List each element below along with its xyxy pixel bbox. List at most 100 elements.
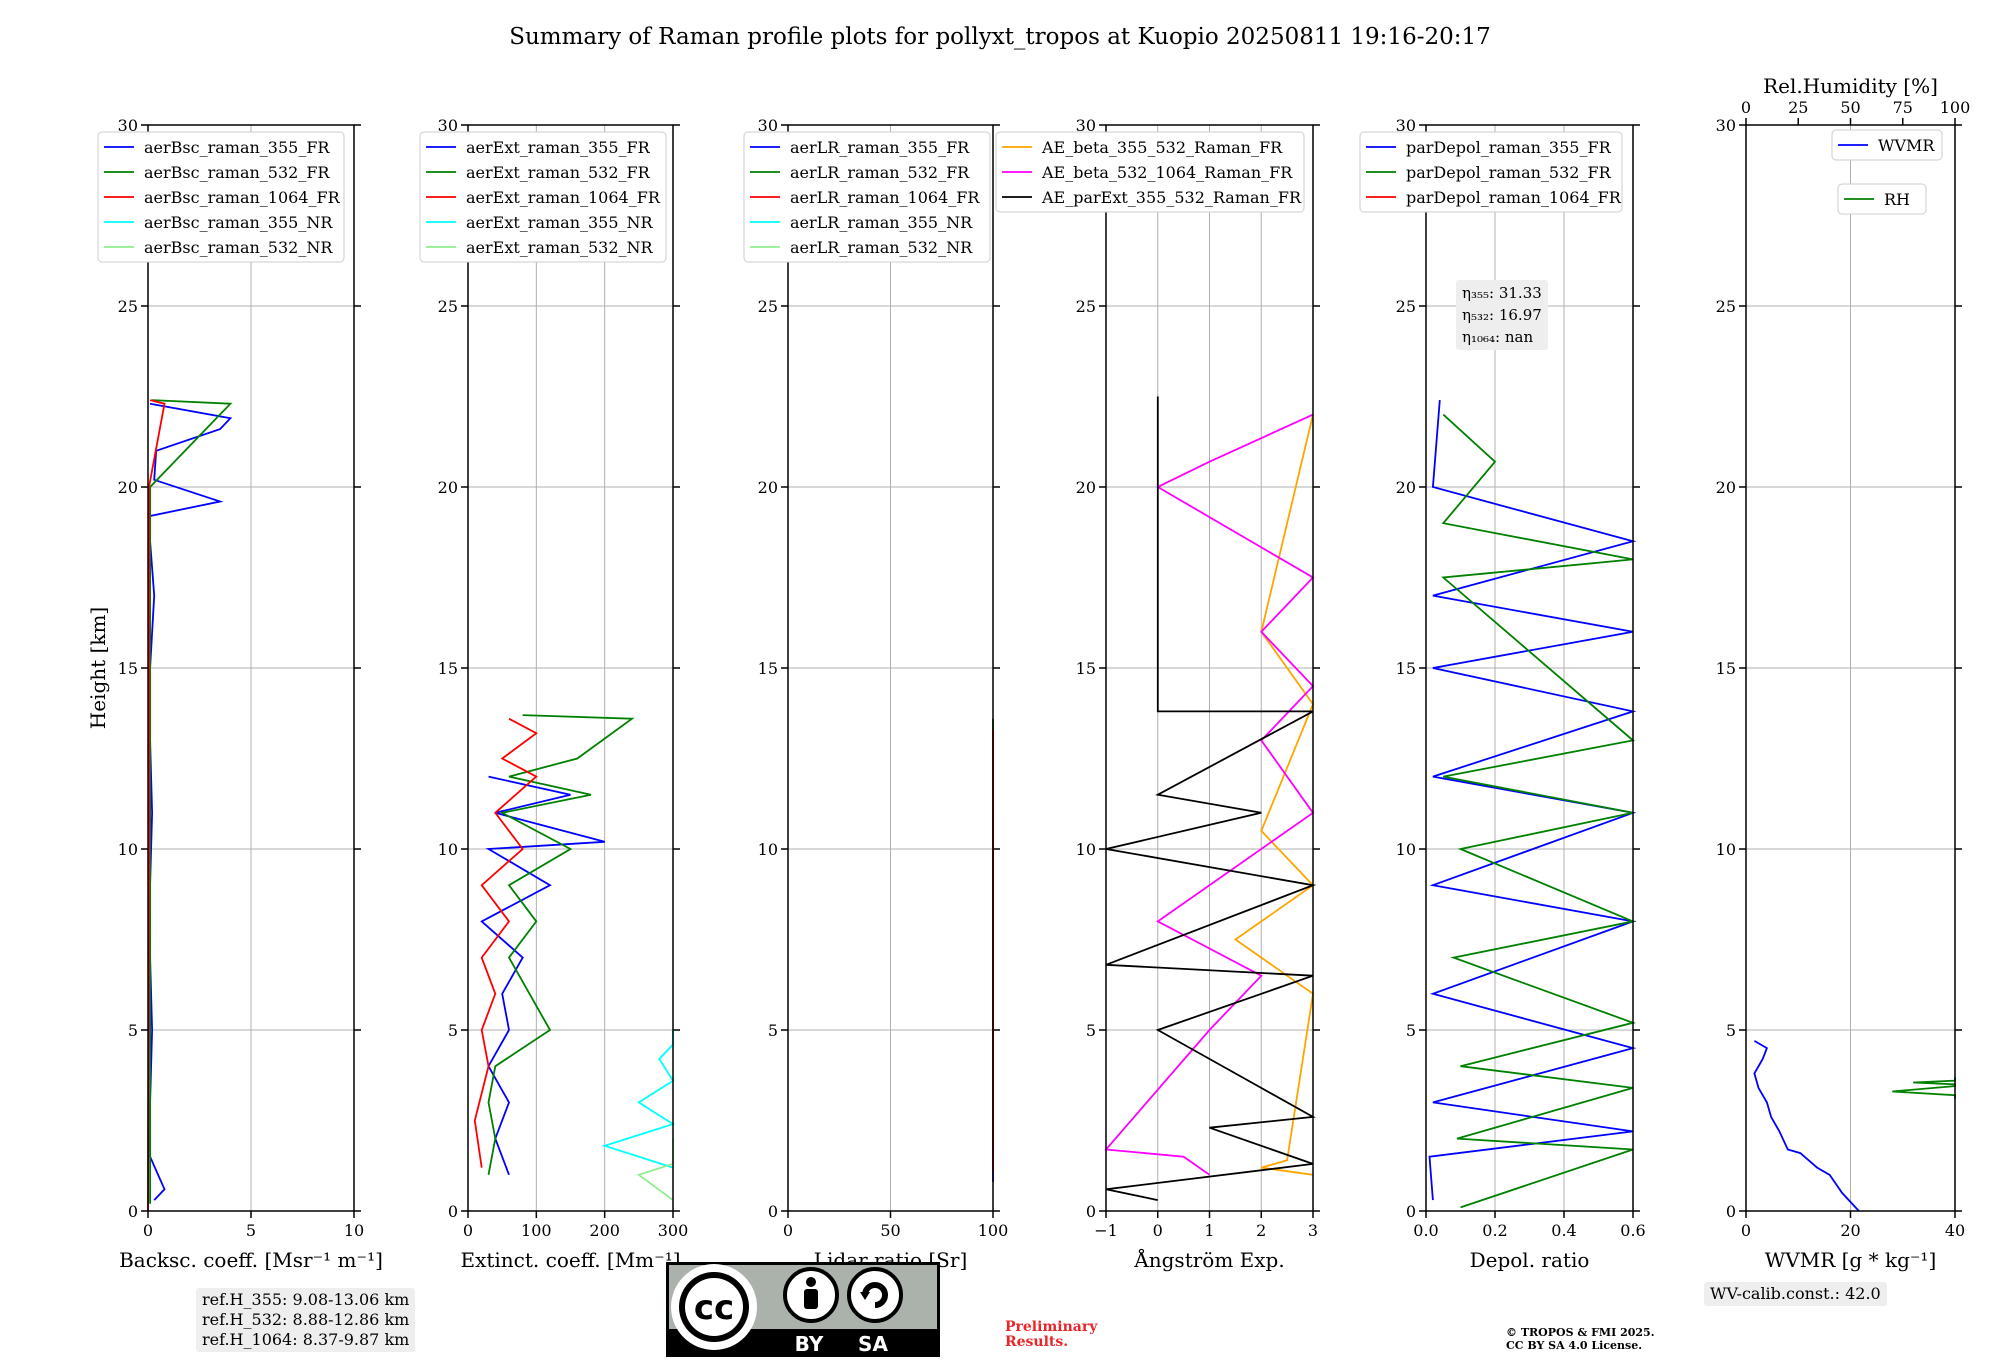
series-aerExt_raman_355_FR	[480, 775, 605, 1176]
xtick-label: 100	[978, 1221, 1009, 1240]
ytick-label: 10	[1076, 840, 1096, 859]
xtick-label: 3	[1308, 1221, 1318, 1240]
top-xtick-label: 100	[1940, 98, 1971, 117]
xtick-label: 20	[1840, 1221, 1860, 1240]
top-xtick-label: 75	[1893, 98, 1913, 117]
series-parDepol_raman_355_FR	[1428, 400, 1637, 1201]
legend-box	[1837, 183, 1927, 215]
series-AE_beta_355_532_Raman_FR	[1233, 414, 1315, 1176]
ytick-label: 30	[118, 116, 138, 135]
copyright-line-2: CC BY SA 4.0 License.	[1506, 1339, 1643, 1352]
series-aerBsc_raman_532_FR	[149, 399, 233, 1204]
ytick-label: 5	[768, 1021, 778, 1040]
ytick-label: 15	[1396, 659, 1416, 678]
copyright-line-1: © TROPOS & FMI 2025.	[1506, 1326, 1655, 1339]
legend: aerBsc_raman_355_FR aerBsc_raman_532_FRae…	[97, 131, 345, 263]
xtick-label: 300	[658, 1221, 689, 1240]
top-xtick-label: 0	[1741, 98, 1751, 117]
legend-entry: aerLR_raman_355_FR	[790, 138, 970, 157]
ref-h-355: ref.H_355: 9.08-13.06 km	[202, 1290, 410, 1309]
ytick-label: 20	[438, 478, 458, 497]
legend-entry: parDepol_raman_1064_FR	[1406, 188, 1622, 207]
legend: WVMR RH	[1831, 129, 1943, 215]
legend-entry: aerExt_raman_1064_FR	[466, 188, 661, 207]
ytick-label: 10	[118, 840, 138, 859]
top-axis-label: Rel.Humidity [%]	[1763, 74, 1938, 98]
legend-box	[1831, 129, 1943, 161]
series-AE_beta_532_1064_Raman_FR	[1104, 413, 1315, 1176]
ref-h-532: ref.H_532: 8.88-12.86 km	[202, 1310, 410, 1329]
ytick-label: 25	[118, 297, 138, 316]
legend-box	[1359, 131, 1623, 213]
ytick-label: 25	[1396, 297, 1416, 316]
ytick-label: 25	[1076, 297, 1096, 316]
legend-entry: parDepol_raman_355_FR	[1406, 138, 1612, 157]
ytick-label: 30	[758, 116, 778, 135]
ytick-label: 15	[118, 659, 138, 678]
legend-entry: aerBsc_raman_532_FR	[144, 163, 330, 182]
eta-532: η₅₃₂: 16.97	[1462, 306, 1542, 324]
ytick-label: 30	[1396, 116, 1416, 135]
ytick-label: 20	[1716, 478, 1736, 497]
xtick-label: 100	[521, 1221, 552, 1240]
x-axis-label: Backsc. coeff. [Msr⁻¹ m⁻¹]	[119, 1248, 383, 1272]
legend-entry: aerExt_raman_532_NR	[466, 238, 654, 257]
legend-entry: aerLR_raman_532_FR	[790, 163, 970, 182]
ytick-label: 20	[1076, 478, 1096, 497]
x-axis-label: WVMR [g * kg⁻¹]	[1765, 1248, 1937, 1272]
xtick-label: 0.4	[1551, 1221, 1576, 1240]
legend: AE_beta_355_532_Raman_FR AE_beta_532_1064…	[995, 131, 1305, 213]
legend: aerExt_raman_355_FR aerExt_raman_532_FRae…	[419, 131, 667, 263]
ytick-label: 15	[758, 659, 778, 678]
ytick-label: 5	[1086, 1021, 1096, 1040]
ytick-label: 0	[1086, 1202, 1096, 1221]
ytick-label: 5	[1726, 1021, 1736, 1040]
legend-entry: RH	[1884, 190, 1910, 209]
sa-text: SA	[858, 1332, 888, 1356]
legend-entry: aerBsc_raman_355_NR	[144, 213, 333, 232]
series-aerExt_raman_532_NR	[636, 1138, 674, 1201]
ytick-label: 15	[1716, 659, 1736, 678]
series-RH	[1892, 1077, 1956, 1099]
xtick-label: 0	[1741, 1221, 1751, 1240]
xtick-label: 0.6	[1620, 1221, 1645, 1240]
ytick-label: 10	[1396, 840, 1416, 859]
plot-frame	[147, 124, 355, 1212]
ytick-label: 20	[118, 478, 138, 497]
legend-entry: aerBsc_raman_355_FR	[144, 138, 330, 157]
legend-entry: aerBsc_raman_1064_FR	[144, 188, 341, 207]
series-WVMR	[1753, 1040, 1860, 1212]
ytick-label: 0	[128, 1202, 138, 1221]
legend-entry: aerLR_raman_355_NR	[790, 213, 973, 232]
ytick-label: 25	[1716, 297, 1736, 316]
ytick-label: 0	[1406, 1202, 1416, 1221]
ytick-label: 5	[128, 1021, 138, 1040]
preliminary-note: Preliminary Results.	[1005, 1320, 1097, 1350]
sa-share-icon	[847, 1267, 903, 1323]
legend-box	[97, 131, 345, 263]
legend-entry: aerExt_raman_355_NR	[466, 213, 654, 232]
xtick-label: 0	[463, 1221, 473, 1240]
ytick-label: 25	[438, 297, 458, 316]
cc-by-sa-logo: cc BY SA	[666, 1262, 940, 1357]
ref-h-1064: ref.H_1064: 8.37-9.87 km	[202, 1330, 410, 1349]
legend-entry: aerExt_raman_355_FR	[466, 138, 651, 157]
legend-entry: aerLR_raman_1064_FR	[790, 188, 980, 207]
ytick-label: 10	[758, 840, 778, 859]
xtick-label: 0	[783, 1221, 793, 1240]
legend-box	[743, 131, 991, 263]
xtick-label: 10	[344, 1221, 364, 1240]
legend-entry: AE_beta_355_532_Raman_FR	[1041, 138, 1283, 157]
ytick-label: 20	[1396, 478, 1416, 497]
plot-frame	[1425, 124, 1634, 1212]
legend-entry: parDepol_raman_532_FR	[1406, 163, 1612, 182]
panel-bsc: 0 5 10 15 20 25 30 0 5 10 Backsc. coeff. [Msr⁻¹ m⁻…	[97, 116, 383, 1272]
legend: aerLR_raman_355_FR aerLR_raman_532_FR aerL…	[743, 131, 991, 263]
top-xtick-label: 25	[1788, 98, 1808, 117]
series-aerExt_raman_355_NR	[601, 1030, 676, 1169]
series-aerExt_raman_1064_FR	[473, 717, 538, 1168]
top-xtick-label: 50	[1840, 98, 1860, 117]
